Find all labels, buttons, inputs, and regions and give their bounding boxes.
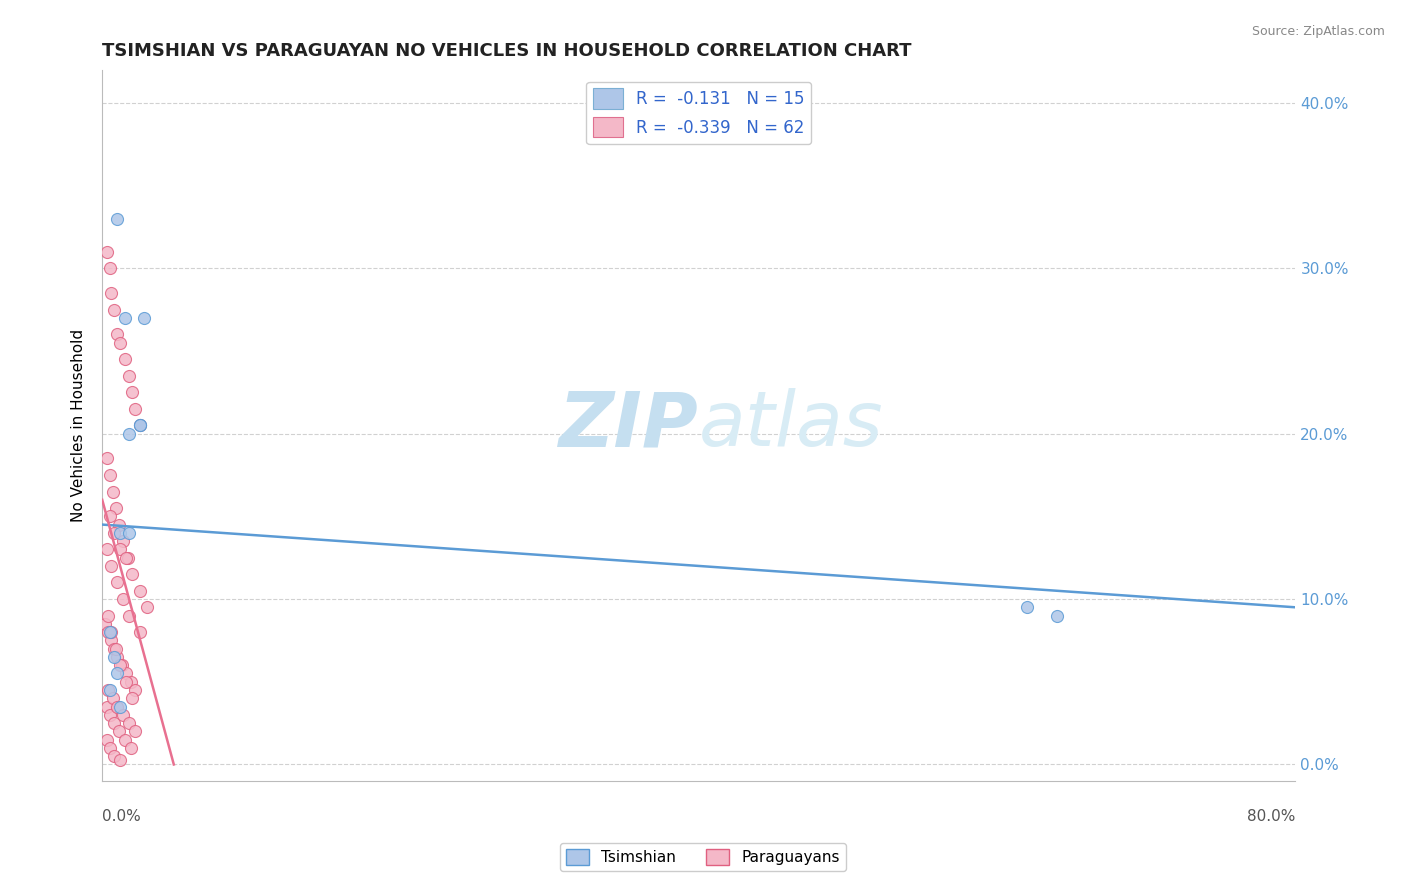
Y-axis label: No Vehicles in Household: No Vehicles in Household xyxy=(72,329,86,522)
Point xyxy=(121,385,143,400)
Point xyxy=(128,418,150,433)
Point xyxy=(121,567,143,582)
Point xyxy=(108,658,131,673)
Point xyxy=(124,401,146,416)
Point xyxy=(96,699,118,714)
Point xyxy=(115,674,138,689)
Point xyxy=(107,517,129,532)
Point xyxy=(103,525,125,540)
Point xyxy=(98,467,121,482)
Point xyxy=(105,211,128,226)
Point xyxy=(96,451,118,466)
Point xyxy=(100,625,122,640)
Text: atlas: atlas xyxy=(699,388,883,462)
Point xyxy=(97,625,120,640)
Point xyxy=(117,550,139,565)
Point xyxy=(1046,608,1069,623)
Point xyxy=(97,683,120,698)
Point xyxy=(136,600,159,615)
Point xyxy=(105,327,128,342)
Point xyxy=(98,261,121,276)
Point xyxy=(114,352,136,367)
Text: ZIP: ZIP xyxy=(560,388,699,462)
Point xyxy=(98,707,121,722)
Text: TSIMSHIAN VS PARAGUAYAN NO VEHICLES IN HOUSEHOLD CORRELATION CHART: TSIMSHIAN VS PARAGUAYAN NO VEHICLES IN H… xyxy=(103,42,911,60)
Point xyxy=(112,534,135,549)
Point xyxy=(118,716,141,731)
Point xyxy=(100,633,122,648)
Point xyxy=(108,752,131,766)
Point xyxy=(120,674,142,689)
Text: 0.0%: 0.0% xyxy=(103,809,141,824)
Point xyxy=(104,641,127,656)
Point xyxy=(105,666,128,681)
Point xyxy=(103,749,125,764)
Point xyxy=(124,683,146,698)
Point xyxy=(105,699,128,714)
Point xyxy=(98,625,121,640)
Point xyxy=(96,732,118,747)
Point xyxy=(100,285,122,300)
Point xyxy=(104,501,127,516)
Point xyxy=(97,608,120,623)
Point xyxy=(103,649,125,664)
Point xyxy=(112,707,135,722)
Point xyxy=(98,740,121,755)
Text: 80.0%: 80.0% xyxy=(1247,809,1295,824)
Point xyxy=(96,542,118,557)
Legend: Tsimshian, Paraguayans: Tsimshian, Paraguayans xyxy=(560,843,846,871)
Point xyxy=(98,683,121,698)
Point xyxy=(96,244,118,259)
Point xyxy=(94,616,117,631)
Point xyxy=(132,310,155,325)
Point xyxy=(115,666,138,681)
Text: Source: ZipAtlas.com: Source: ZipAtlas.com xyxy=(1251,25,1385,38)
Point xyxy=(128,418,150,433)
Legend: R =  -0.131   N = 15, R =  -0.339   N = 62: R = -0.131 N = 15, R = -0.339 N = 62 xyxy=(586,81,811,144)
Point xyxy=(107,724,129,739)
Point xyxy=(103,302,125,317)
Point xyxy=(118,368,141,383)
Point xyxy=(98,509,121,524)
Point xyxy=(128,418,150,433)
Point xyxy=(105,649,128,664)
Point xyxy=(128,583,150,598)
Point xyxy=(105,575,128,590)
Point xyxy=(108,699,131,714)
Point xyxy=(108,335,131,350)
Point xyxy=(115,550,138,565)
Point xyxy=(118,525,141,540)
Point xyxy=(128,625,150,640)
Point xyxy=(114,732,136,747)
Point xyxy=(121,691,143,706)
Point xyxy=(108,525,131,540)
Point xyxy=(110,658,132,673)
Point xyxy=(118,608,141,623)
Point xyxy=(1015,600,1038,615)
Point xyxy=(103,641,125,656)
Point xyxy=(112,592,135,607)
Point xyxy=(103,716,125,731)
Point xyxy=(100,558,122,573)
Point xyxy=(118,426,141,441)
Point xyxy=(108,542,131,557)
Point xyxy=(124,724,146,739)
Point xyxy=(114,310,136,325)
Point xyxy=(101,484,124,499)
Point xyxy=(101,691,124,706)
Point xyxy=(120,740,142,755)
